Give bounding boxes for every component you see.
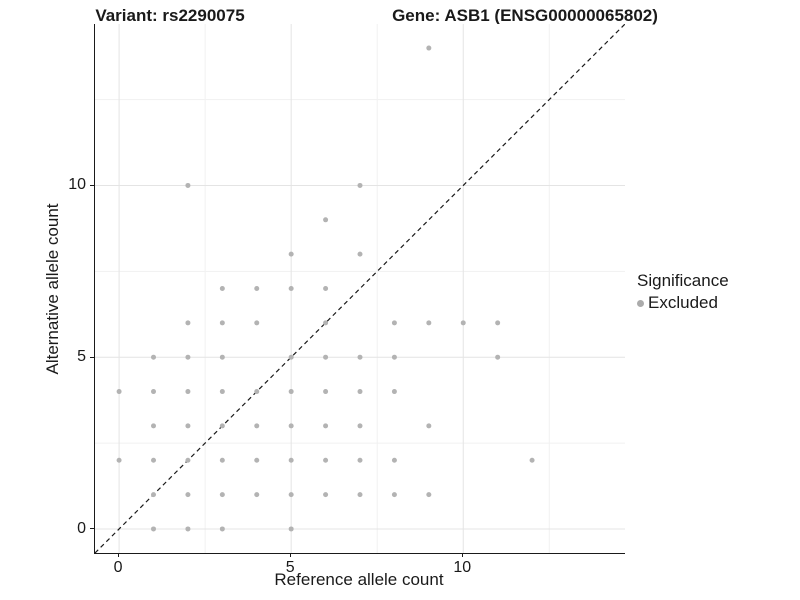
legend-item-label: Excluded (648, 293, 718, 312)
data-point (219, 389, 225, 395)
data-point (357, 389, 363, 395)
y-tick-mark (90, 356, 94, 358)
x-tick-label: 10 (453, 559, 472, 576)
data-point (391, 457, 397, 463)
data-point (254, 457, 260, 463)
data-point (323, 354, 329, 360)
data-point (185, 492, 191, 498)
data-point (495, 354, 501, 360)
data-point (357, 457, 363, 463)
x-tick-mark (289, 553, 291, 557)
data-point (151, 492, 157, 498)
data-point (185, 389, 191, 395)
plot-canvas (95, 24, 625, 553)
data-point (219, 423, 225, 429)
data-point (426, 492, 432, 498)
data-point (254, 286, 260, 291)
x-tick-mark (117, 553, 119, 557)
variant-title: Variant: rs2290075 (95, 6, 245, 25)
data-point (391, 492, 397, 498)
data-point (151, 354, 157, 360)
y-tick-label: 0 (77, 519, 86, 537)
data-point (185, 457, 191, 463)
data-point (254, 389, 260, 395)
plot-panel (94, 24, 625, 554)
data-point (323, 492, 329, 498)
data-point (495, 320, 501, 326)
data-point (357, 182, 363, 188)
data-point (185, 320, 191, 326)
data-point (288, 526, 294, 532)
data-point (288, 457, 294, 463)
data-point (254, 423, 260, 429)
data-point (288, 423, 294, 429)
legend: Significance Excluded (637, 271, 729, 313)
data-point (323, 389, 329, 395)
y-tick-label: 5 (77, 348, 86, 366)
data-point (116, 457, 122, 463)
gene-title: Gene: ASB1 (ENSG00000065802) (392, 6, 658, 25)
data-point (151, 457, 157, 463)
data-point (185, 526, 191, 532)
data-point (219, 492, 225, 498)
data-point (116, 389, 122, 395)
legend-title: Significance (637, 271, 729, 290)
data-point (219, 354, 225, 360)
data-point (185, 182, 191, 188)
data-point (288, 251, 294, 257)
data-point (219, 526, 225, 532)
data-point (391, 389, 397, 395)
data-point (219, 320, 225, 326)
data-point (391, 354, 397, 360)
data-point (323, 423, 329, 429)
x-tick-label: 0 (113, 559, 123, 576)
y-axis-title: Alternative allele count (43, 203, 62, 375)
data-point (288, 389, 294, 395)
data-point (529, 457, 535, 463)
data-point (151, 389, 157, 395)
data-point (185, 423, 191, 429)
data-point (254, 320, 260, 326)
y-tick-label: 10 (68, 176, 86, 194)
data-point (288, 286, 294, 291)
data-point (323, 320, 329, 326)
identity-line (95, 24, 625, 553)
legend-item-excluded: Excluded (637, 293, 729, 313)
data-point (426, 45, 432, 51)
data-point (391, 320, 397, 326)
excluded-point-icon (637, 299, 644, 307)
y-tick-mark (90, 528, 94, 530)
data-point (323, 286, 329, 291)
data-point (151, 423, 157, 429)
data-point (460, 320, 466, 326)
data-point (219, 286, 225, 291)
data-point (357, 423, 363, 429)
data-point (323, 457, 329, 463)
x-tick-mark (461, 553, 463, 557)
data-point (357, 251, 363, 257)
data-point (151, 526, 157, 532)
data-point (357, 354, 363, 360)
data-point (219, 457, 225, 463)
x-axis-title: Reference allele count (274, 570, 444, 589)
data-point (185, 354, 191, 360)
y-tick-mark (90, 184, 94, 186)
data-point (357, 492, 363, 498)
data-point (254, 492, 260, 498)
data-point (426, 423, 432, 429)
data-point (288, 492, 294, 498)
data-point (323, 217, 329, 223)
x-tick-label: 5 (285, 559, 295, 576)
data-point (288, 354, 294, 360)
data-point (426, 320, 432, 326)
